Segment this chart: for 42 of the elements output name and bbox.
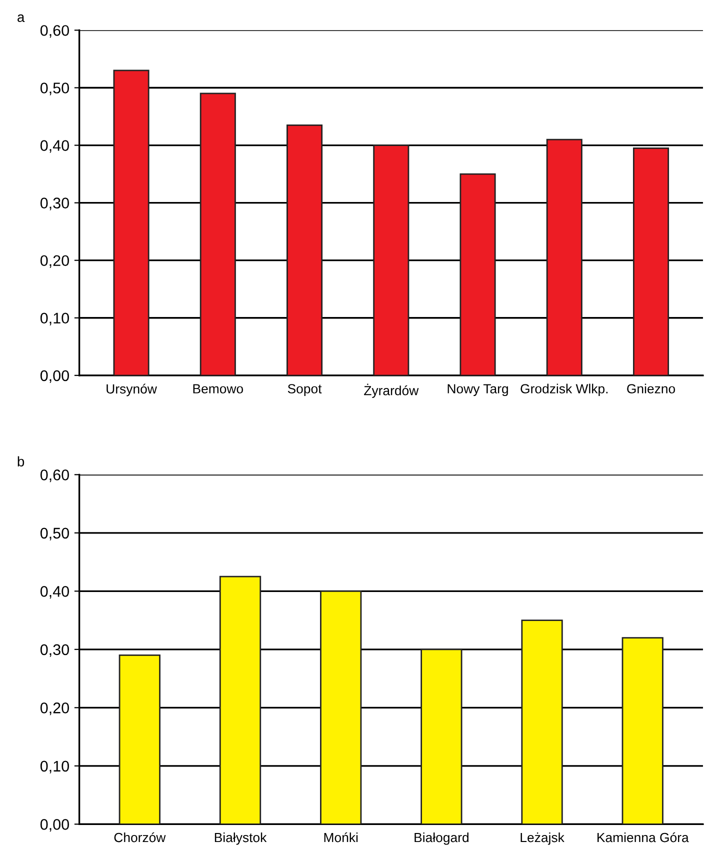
y-tick-label: 0,00 xyxy=(40,370,69,383)
y-tick-label: 0,40 xyxy=(40,140,69,153)
x-tick-label: Kamienna Góra xyxy=(598,832,689,842)
bar xyxy=(622,637,664,824)
bar xyxy=(632,147,670,376)
chart-title: b xyxy=(18,456,24,466)
y-tick-label: 0,20 xyxy=(40,702,69,716)
bar xyxy=(521,620,563,824)
x-tick-label: Nowy Targ xyxy=(448,384,508,396)
bar xyxy=(200,92,236,376)
y-tick-label: 0,00 xyxy=(40,819,69,832)
x-tick-label: Sopot xyxy=(288,384,322,396)
bar xyxy=(320,590,362,824)
x-tick-label: Ursynów xyxy=(106,384,157,396)
bar xyxy=(113,70,150,376)
x-tick-label: Gniezno xyxy=(627,384,676,394)
y-tick-label: 0,50 xyxy=(40,82,69,96)
x-tick-label: Chorzów xyxy=(114,832,166,842)
y-tick-label: 0,30 xyxy=(40,644,69,657)
y-tick-label: 0,30 xyxy=(40,198,69,210)
x-tick-label: Bemowo xyxy=(193,384,244,394)
y-tick-label: 0,60 xyxy=(40,470,69,482)
bar xyxy=(546,138,582,376)
x-tick-label: Białystok xyxy=(214,832,267,845)
chart-title: a xyxy=(18,14,25,22)
y-tick-label: 0,40 xyxy=(40,586,69,599)
x-tick-label: Białogard xyxy=(414,832,468,845)
y-tick-label: 0,20 xyxy=(40,255,69,268)
x-tick-label: Mońki xyxy=(324,832,358,842)
y-tick-label: 0,10 xyxy=(40,312,69,326)
x-tick-label: Grodzisk Wlkp. xyxy=(520,384,608,396)
bar xyxy=(219,576,262,824)
bar xyxy=(118,654,160,824)
bar xyxy=(460,173,496,376)
bar xyxy=(420,648,462,824)
bar xyxy=(373,144,410,376)
x-tick-label: Leżajsk xyxy=(520,832,564,845)
bar xyxy=(286,124,323,376)
y-tick-label: 0,50 xyxy=(40,528,69,540)
y-tick-label: 0,60 xyxy=(40,25,69,38)
y-tick-label: 0,10 xyxy=(40,760,69,774)
x-tick-label: Żyrardów xyxy=(364,384,419,398)
